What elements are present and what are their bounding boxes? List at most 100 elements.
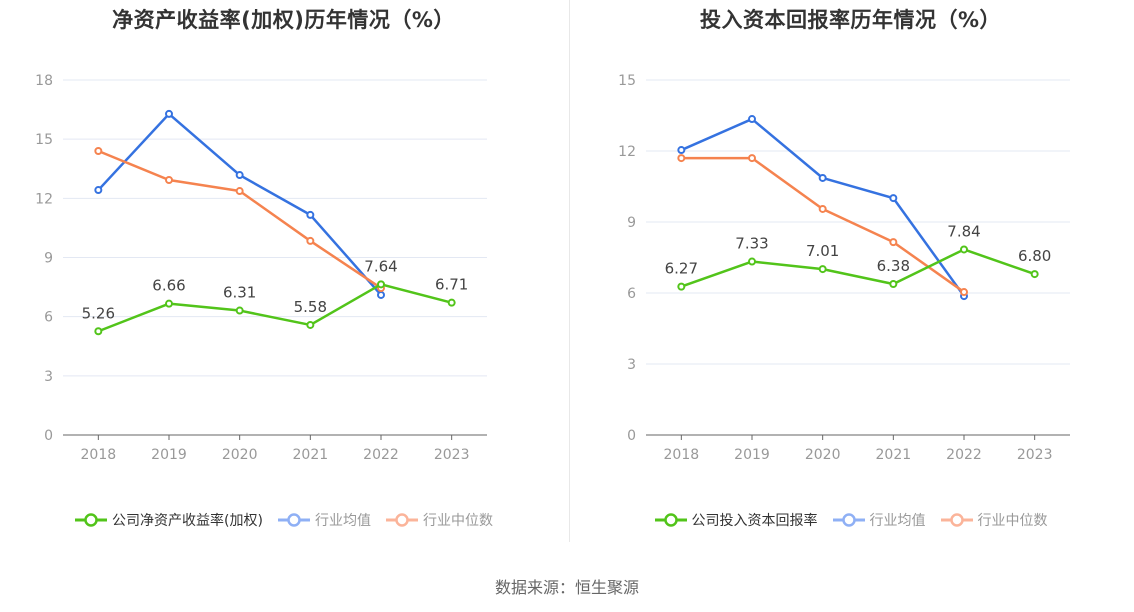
y-tick-label: 15 bbox=[35, 132, 53, 148]
data-point-company[interactable] bbox=[235, 306, 244, 315]
legend-label: 行业均值 bbox=[869, 513, 926, 529]
data-point-median[interactable] bbox=[94, 147, 103, 155]
data-point-company[interactable] bbox=[818, 265, 827, 274]
data-point-median[interactable] bbox=[165, 175, 173, 184]
data-point-average[interactable] bbox=[165, 109, 173, 118]
legend-line-circle-icon bbox=[654, 513, 687, 527]
x-tick-label: 2019 bbox=[734, 447, 770, 463]
data-label: 7.64 bbox=[364, 257, 397, 275]
data-point-average[interactable] bbox=[818, 173, 827, 182]
legend-item-company[interactable]: 公司净资产收益率(加权) bbox=[74, 510, 263, 530]
x-tick-label: 2020 bbox=[222, 447, 258, 463]
x-tick-label: 2021 bbox=[293, 447, 329, 463]
data-point-company[interactable] bbox=[889, 280, 898, 289]
legend-line-circle-icon bbox=[385, 513, 418, 527]
data-label: 7.33 bbox=[735, 235, 768, 253]
chart-legend: 公司投入资本回报率 行业均值 行业中位数 bbox=[567, 510, 1134, 530]
y-tick-label: 18 bbox=[35, 73, 53, 89]
data-point-average[interactable] bbox=[748, 115, 756, 124]
legend-label: 行业中位数 bbox=[422, 513, 493, 529]
data-label: 5.58 bbox=[294, 298, 327, 316]
chart-title: 投入资本回报率历年情况（%） bbox=[699, 8, 1002, 32]
legend-label: 行业中位数 bbox=[977, 513, 1048, 529]
data-point-company[interactable] bbox=[165, 299, 173, 308]
x-tick-label: 2020 bbox=[805, 447, 841, 463]
data-point-median[interactable] bbox=[677, 154, 686, 163]
chart-title: 净资产收益率(加权)历年情况（%） bbox=[112, 8, 455, 32]
data-label: 6.27 bbox=[665, 260, 698, 278]
data-point-average[interactable] bbox=[377, 290, 385, 299]
roe-chart-panel: 净资产收益率(加权)历年情况（%） 0 3 6 9 12 15 18 2018 2019 2020… bbox=[0, 0, 567, 550]
data-point-company[interactable] bbox=[748, 257, 756, 266]
chart-legend: 公司净资产收益率(加权) 行业均值 行业中位数 bbox=[0, 510, 567, 530]
y-tick-label: 12 bbox=[618, 144, 636, 160]
data-source: 数据来源：恒生聚源 bbox=[494, 578, 639, 597]
data-label: 6.71 bbox=[435, 276, 468, 294]
legend-label: 行业均值 bbox=[314, 513, 371, 529]
y-tick-label: 3 bbox=[627, 357, 636, 373]
x-tick-label: 2018 bbox=[664, 447, 700, 463]
data-point-average[interactable] bbox=[677, 146, 686, 155]
data-point-median[interactable] bbox=[306, 236, 315, 245]
data-point-median[interactable] bbox=[748, 154, 756, 163]
x-tick-label: 2023 bbox=[1017, 447, 1053, 463]
data-point-company[interactable] bbox=[377, 280, 385, 289]
y-tick-label: 6 bbox=[627, 286, 636, 302]
legend-item-median[interactable]: 行业中位数 bbox=[940, 510, 1048, 530]
data-point-company[interactable] bbox=[1030, 270, 1039, 279]
legend-label: 公司净资产收益率(加权) bbox=[112, 513, 263, 529]
data-point-median[interactable] bbox=[960, 288, 968, 297]
legend-item-company[interactable]: 公司投入资本回报率 bbox=[654, 510, 818, 530]
data-point-median[interactable] bbox=[889, 238, 898, 247]
roic-chart-panel: 投入资本回报率历年情况（%） 0 3 6 9 12 15 2018 2019 2020 2021 2… bbox=[567, 0, 1134, 550]
data-point-company[interactable] bbox=[677, 282, 686, 291]
legend-circle bbox=[663, 513, 678, 527]
legend-item-average[interactable]: 行业均值 bbox=[832, 510, 926, 530]
data-label: 5.26 bbox=[82, 304, 115, 322]
data-label: 6.38 bbox=[877, 257, 910, 275]
data-label: 6.66 bbox=[152, 277, 185, 295]
data-point-median[interactable] bbox=[235, 187, 244, 196]
x-tick-label: 2018 bbox=[81, 447, 117, 463]
series-line-company bbox=[680, 248, 1036, 288]
y-tick-label: 15 bbox=[618, 73, 636, 89]
legend-label: 公司投入资本回报率 bbox=[691, 513, 818, 529]
data-label: 7.01 bbox=[806, 242, 839, 260]
legend-circle bbox=[287, 513, 301, 527]
legend-circle bbox=[395, 513, 409, 527]
y-tick-label: 9 bbox=[44, 251, 53, 267]
data-point-company[interactable] bbox=[94, 327, 103, 336]
panel-divider bbox=[569, 0, 570, 542]
y-tick-label: 9 bbox=[627, 215, 636, 231]
x-tick-label: 2019 bbox=[151, 447, 187, 463]
data-point-company[interactable] bbox=[306, 320, 315, 329]
y-tick-label: 0 bbox=[44, 428, 53, 444]
y-tick-label: 6 bbox=[44, 310, 53, 326]
x-tick-label: 2022 bbox=[363, 447, 399, 463]
data-label: 6.31 bbox=[223, 284, 256, 302]
data-point-company[interactable] bbox=[960, 245, 968, 254]
legend-circle bbox=[841, 513, 856, 527]
legend-line-circle-icon bbox=[940, 513, 973, 527]
roic-line-chart: 0 3 6 9 12 15 2018 2019 2020 2021 2022 2023 6.27 7.33… bbox=[618, 73, 1070, 463]
legend-line-circle-icon bbox=[75, 513, 108, 527]
roe-line-chart: 0 3 6 9 12 15 18 2018 2019 2020 2021 2022 2023 5.26 6.… bbox=[35, 73, 487, 463]
x-tick-label: 2022 bbox=[946, 447, 982, 463]
data-point-average[interactable] bbox=[94, 186, 103, 195]
data-label: 6.80 bbox=[1018, 247, 1051, 265]
data-point-average[interactable] bbox=[306, 210, 315, 219]
x-tick-label: 2023 bbox=[434, 447, 470, 463]
data-point-average[interactable] bbox=[889, 194, 898, 203]
legend-item-median[interactable]: 行业中位数 bbox=[385, 510, 493, 530]
legend-circle bbox=[949, 513, 964, 527]
legend-item-average[interactable]: 行业均值 bbox=[277, 510, 371, 530]
x-tick-label: 2021 bbox=[876, 447, 912, 463]
legend-line-circle-icon bbox=[277, 513, 310, 527]
data-point-company[interactable] bbox=[447, 298, 456, 307]
data-point-median[interactable] bbox=[818, 204, 827, 213]
data-point-average[interactable] bbox=[235, 171, 244, 180]
series-line-company bbox=[97, 283, 452, 333]
y-tick-label: 0 bbox=[627, 428, 636, 444]
series-line-average bbox=[97, 112, 382, 296]
y-tick-label: 3 bbox=[44, 369, 53, 385]
